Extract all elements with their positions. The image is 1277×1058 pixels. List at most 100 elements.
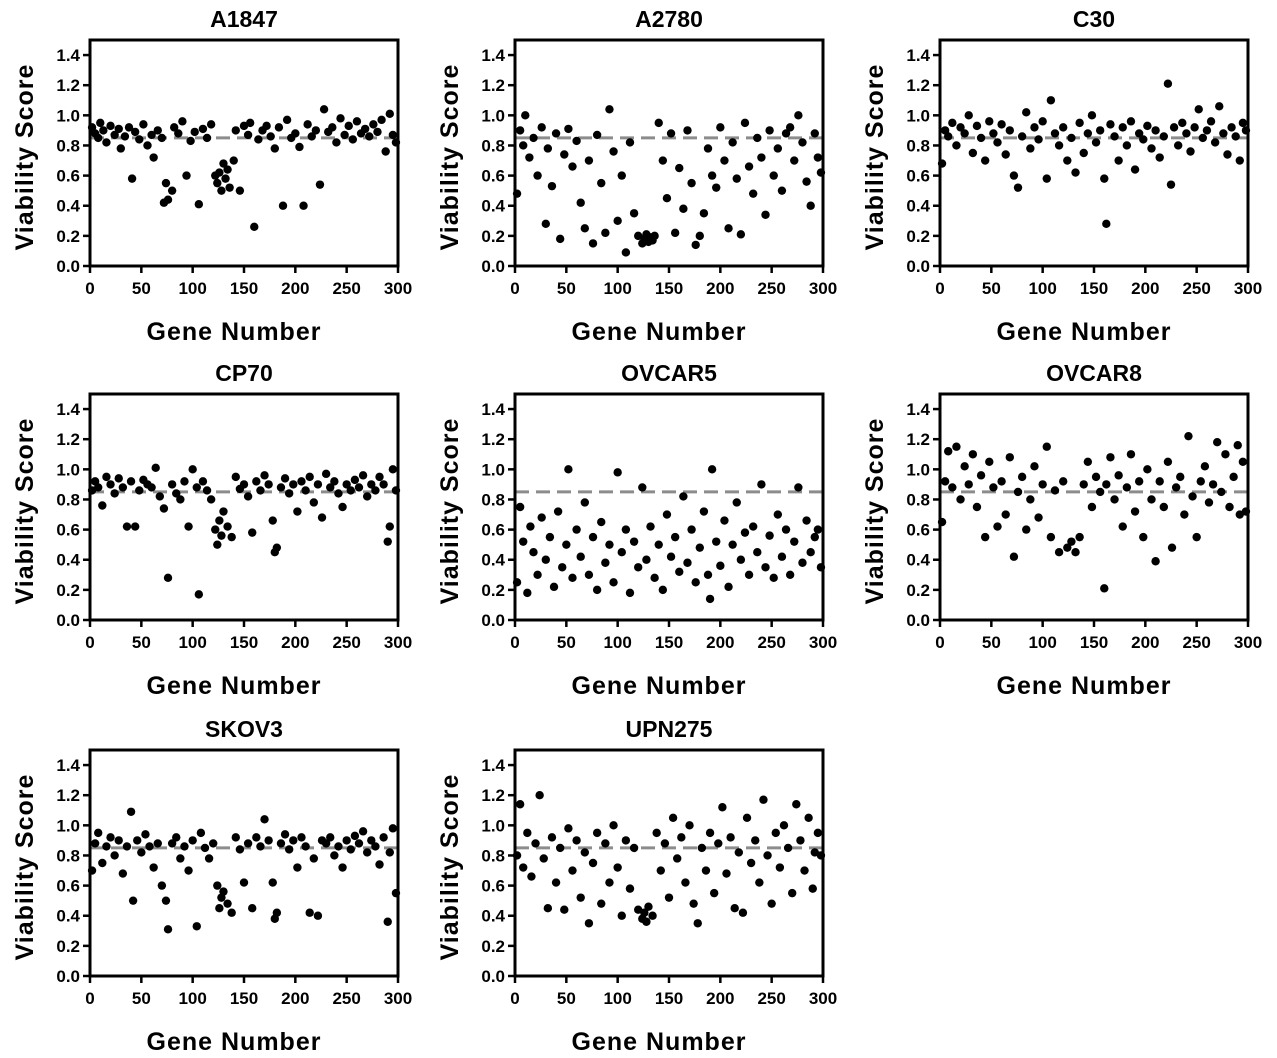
- data-point: [309, 854, 319, 863]
- data-point: [192, 483, 201, 492]
- data-point: [1022, 525, 1031, 534]
- data-point: [800, 866, 809, 875]
- data-point: [547, 833, 557, 842]
- data-point: [321, 839, 331, 848]
- data-point: [716, 123, 725, 132]
- data-point: [777, 186, 787, 195]
- data-point: [194, 200, 204, 209]
- y-tick-label: 0.8: [56, 490, 80, 509]
- x-axis-label: Gene Number: [147, 1028, 322, 1056]
- data-point: [1213, 438, 1222, 447]
- data-point: [313, 911, 323, 920]
- data-point: [753, 548, 762, 557]
- data-point: [1013, 487, 1023, 497]
- data-point: [385, 522, 394, 531]
- data-point: [515, 502, 525, 512]
- data-point: [806, 548, 815, 557]
- data-point: [1147, 495, 1156, 504]
- data-point: [1091, 138, 1101, 147]
- data-point: [660, 839, 670, 848]
- data-point: [305, 472, 314, 482]
- data-point: [1102, 219, 1111, 229]
- data-point: [1238, 118, 1248, 128]
- y-tick-label: 0.4: [56, 551, 80, 570]
- data-point: [526, 522, 535, 531]
- data-point: [703, 570, 713, 579]
- data-point: [689, 899, 698, 908]
- data-point: [342, 480, 351, 489]
- data-point: [732, 498, 741, 507]
- data-point: [388, 130, 398, 140]
- data-point: [810, 129, 819, 138]
- data-point: [718, 803, 727, 812]
- data-point: [1139, 135, 1148, 144]
- x-tick-label: 0: [510, 279, 519, 298]
- data-point: [744, 162, 754, 171]
- data-point: [155, 492, 165, 501]
- data-point: [1122, 483, 1132, 492]
- data-point: [629, 843, 639, 853]
- data-point: [1075, 532, 1084, 542]
- x-tick-label: 300: [809, 279, 837, 298]
- data-point: [734, 848, 744, 857]
- data-point: [568, 162, 577, 171]
- data-point: [701, 866, 711, 875]
- data-point: [664, 893, 674, 902]
- data-point: [728, 540, 737, 549]
- data-point: [1079, 148, 1088, 158]
- data-point: [568, 866, 577, 875]
- data-point: [122, 522, 132, 531]
- data-point: [547, 181, 557, 191]
- data-point: [691, 578, 700, 587]
- data-point: [385, 109, 394, 119]
- y-tick-label: 0.0: [906, 611, 930, 630]
- data-point: [531, 839, 540, 848]
- y-axis-label: Viability Score: [11, 774, 39, 961]
- x-tick-label: 250: [332, 279, 360, 298]
- data-point: [790, 537, 799, 546]
- data-point: [96, 118, 105, 128]
- x-axis-label: Gene Number: [147, 672, 322, 700]
- data-point: [683, 558, 692, 567]
- x-tick-label: 100: [603, 279, 631, 298]
- data-point: [153, 839, 162, 848]
- y-tick-label: 1.0: [481, 106, 505, 125]
- data-point: [120, 132, 130, 141]
- y-tick-label: 0.2: [481, 227, 505, 246]
- panel-title: C30: [1073, 6, 1115, 32]
- data-point: [1184, 431, 1193, 441]
- data-point: [375, 860, 384, 869]
- data-point: [714, 839, 723, 848]
- data-point: [1009, 171, 1019, 180]
- chart-panel-a1847: A1847 0.0 0.2 0.4 0.6 0.8 1.0 1.2 1.4 0 50 100 150 20…: [11, 6, 412, 346]
- data-point: [753, 133, 762, 143]
- data-point: [167, 186, 177, 195]
- x-tick-label: 0: [935, 633, 944, 652]
- data-point: [102, 842, 111, 851]
- y-tick-label: 0.2: [906, 227, 930, 246]
- data-point: [773, 144, 783, 153]
- data-point: [613, 216, 622, 225]
- data-point: [1017, 472, 1027, 482]
- data-point: [644, 902, 653, 911]
- data-point: [564, 124, 573, 134]
- data-point: [785, 123, 795, 132]
- data-point: [371, 842, 380, 851]
- data-point: [1159, 132, 1169, 141]
- data-point: [576, 893, 585, 902]
- data-point: [326, 833, 335, 842]
- y-tick-label: 0.2: [481, 581, 505, 600]
- y-tick-label: 1.0: [56, 460, 80, 479]
- data-point: [564, 465, 573, 474]
- data-point: [625, 138, 635, 147]
- data-point: [291, 129, 300, 138]
- y-tick-label: 1.4: [481, 756, 505, 775]
- data-point: [767, 899, 776, 908]
- data-point: [149, 153, 158, 162]
- data-point: [683, 126, 692, 135]
- data-point: [1167, 543, 1177, 552]
- data-point: [1030, 462, 1039, 471]
- y-tick-label: 1.0: [56, 816, 80, 835]
- data-point: [572, 836, 581, 845]
- data-point: [254, 135, 263, 144]
